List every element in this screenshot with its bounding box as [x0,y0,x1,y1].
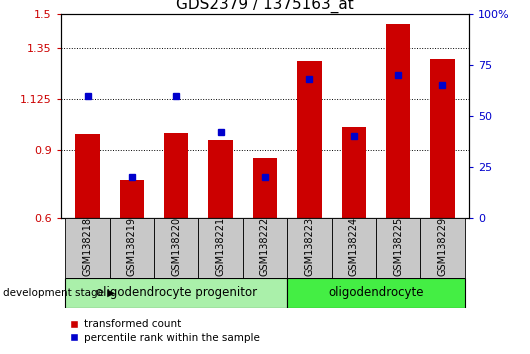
Text: GSM138229: GSM138229 [437,217,447,276]
Text: GSM138220: GSM138220 [171,217,181,276]
Bar [341,127,366,218]
Text: development stage ▶: development stage ▶ [3,288,115,298]
Text: oligodendrocyte: oligodendrocyte [328,286,423,299]
Bar [208,140,233,218]
Bar [376,218,420,278]
Text: GSM138224: GSM138224 [349,217,359,276]
Legend: transformed count, percentile rank within the sample: transformed count, percentile rank withi… [66,315,264,347]
Bar [154,218,198,278]
Text: GSM138223: GSM138223 [304,217,314,276]
Bar [75,134,100,218]
Bar [120,181,144,218]
Bar [65,278,287,308]
Bar [297,61,322,218]
Text: GSM138219: GSM138219 [127,217,137,276]
Title: GDS2379 / 1375163_at: GDS2379 / 1375163_at [176,0,354,13]
Bar [386,24,410,218]
Bar [332,218,376,278]
Bar [110,218,154,278]
Bar [243,218,287,278]
Text: oligodendrocyte progenitor: oligodendrocyte progenitor [96,286,257,299]
Text: GSM138225: GSM138225 [393,217,403,276]
Bar [253,158,277,218]
Bar [430,59,455,218]
Bar [287,278,465,308]
Bar [287,218,332,278]
Bar [420,218,465,278]
Bar [198,218,243,278]
Bar [164,133,189,218]
Text: GSM138221: GSM138221 [216,217,226,276]
Text: GSM138218: GSM138218 [83,217,93,276]
Text: GSM138222: GSM138222 [260,217,270,276]
Bar [65,218,110,278]
